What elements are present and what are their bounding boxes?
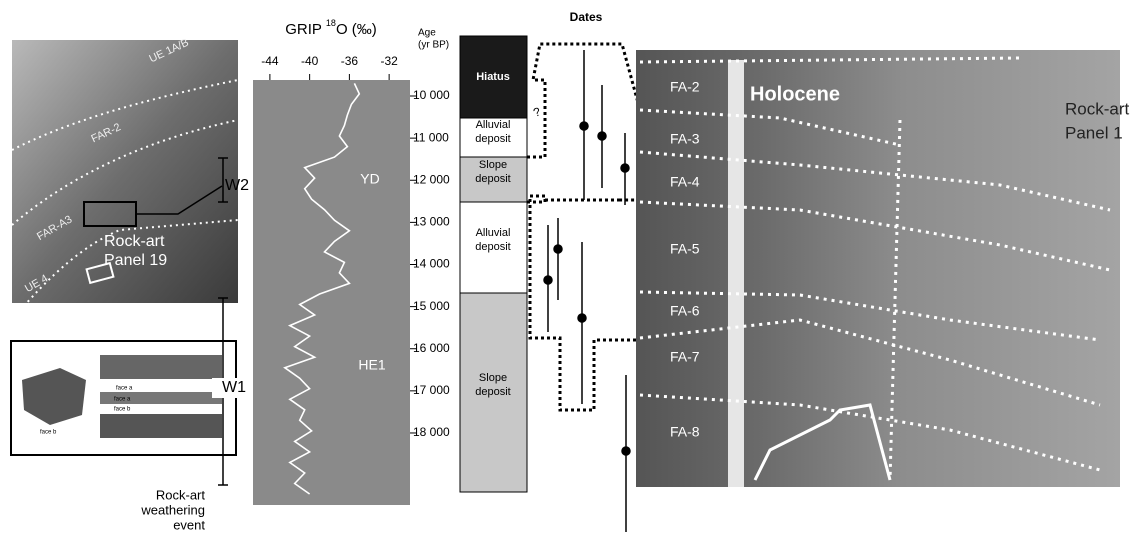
grip-title: GRIP 18O (‰) (285, 18, 377, 38)
inset-label: face a (116, 386, 133, 392)
y-tick-label: 14 000 (413, 257, 450, 271)
dates-title: Dates (570, 10, 603, 24)
unit-label: Slope (479, 159, 507, 171)
x-tick-label: -44 (261, 54, 279, 68)
caption: weathering (140, 502, 205, 517)
inset-label: face b (114, 407, 131, 413)
unit-label: deposit (475, 173, 510, 185)
unit-label: FA-4 (670, 174, 700, 190)
y-tick-label: 15 000 (413, 299, 450, 313)
unit-label: FA-3 (670, 131, 700, 147)
artefact (100, 355, 222, 379)
scale-bar (728, 60, 744, 487)
panel-label: Rock-art (1065, 99, 1130, 118)
panel-label: Panel 19 (104, 252, 167, 269)
x-tick-label: -36 (341, 54, 359, 68)
y-tick-label: 10 000 (413, 88, 450, 102)
title-part: GRIP (285, 21, 322, 38)
query: ? (531, 104, 542, 120)
event-label: W1 (222, 379, 246, 396)
figure: UE 1A/BFAR-2FAR-A3UE 4Rock-artPanel 19fa… (0, 0, 1144, 536)
inset-label: face a (114, 397, 131, 403)
y-tick-label: 18 000 (413, 425, 450, 439)
title-part: 18 (326, 18, 336, 28)
axis-label: (yr BP) (418, 40, 449, 51)
unit-label: deposit (475, 386, 510, 398)
caption: Rock-art (156, 487, 206, 502)
unit-label: FA-8 (670, 424, 700, 440)
y-tick-label: 13 000 (413, 215, 450, 229)
unit-label: Slope (479, 372, 507, 384)
unit-label: deposit (475, 133, 510, 145)
period-label: Holocene (750, 83, 840, 105)
annotation: YD (360, 171, 379, 187)
date-bars (544, 50, 630, 532)
axis-label: Age (418, 28, 436, 39)
panel-label: Rock-art (104, 233, 165, 250)
unit-label: Alluvial (476, 227, 511, 239)
y-tick-label: 12 000 (413, 172, 450, 186)
unit-label: FA-2 (670, 79, 700, 95)
strat-column (460, 36, 527, 492)
unit-label: Hiatus (476, 71, 510, 83)
unit-label: FA-7 (670, 349, 700, 365)
artefact (100, 414, 222, 438)
event-label: W2 (225, 177, 249, 194)
y-tick-label: 17 000 (413, 383, 450, 397)
caption: event (173, 517, 205, 532)
unit-label: deposit (475, 241, 510, 253)
y-tick-label: 11 000 (413, 130, 449, 144)
x-tick-label: -40 (301, 54, 319, 68)
annotation: HE1 (358, 357, 385, 373)
panel-label: Panel 1 (1065, 123, 1123, 142)
rock-art-photo (636, 50, 1120, 487)
y-tick-label: 16 000 (413, 341, 450, 355)
unit-label: FA-6 (670, 303, 700, 319)
inset-label: face b (40, 430, 57, 436)
grip-panel (253, 80, 410, 505)
title-part: O (‰) (336, 21, 377, 38)
unit-label: Alluvial (476, 119, 511, 131)
unit-label: FA-5 (670, 241, 700, 257)
x-tick-label: -32 (380, 54, 398, 68)
